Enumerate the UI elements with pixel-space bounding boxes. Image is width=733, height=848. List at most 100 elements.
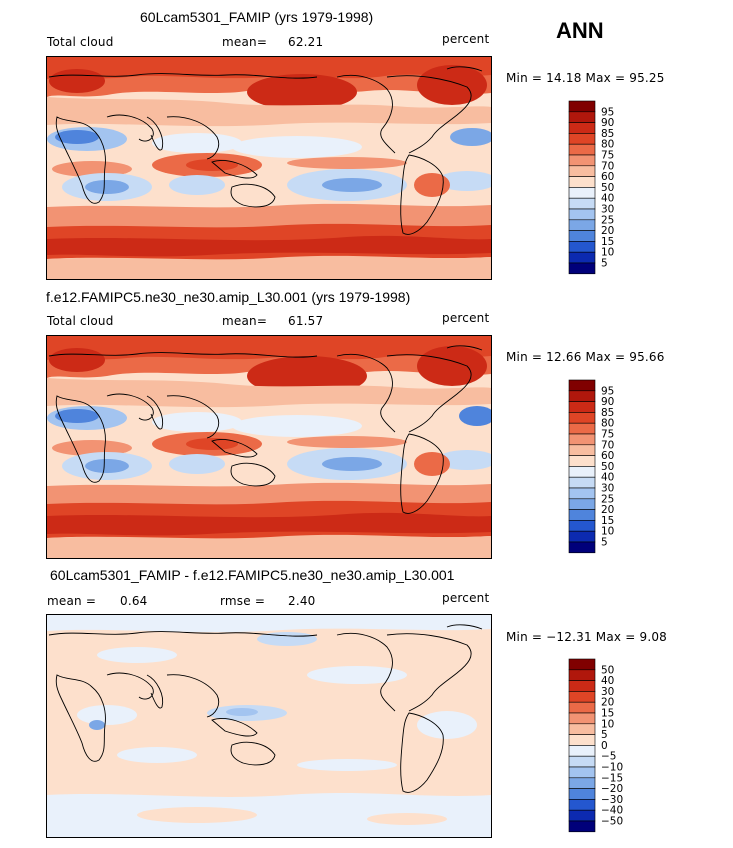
map-region — [450, 128, 491, 146]
colorbar-swatch — [568, 111, 596, 123]
colorbar-swatch — [568, 379, 596, 392]
coastline-north-america-east — [386, 75, 472, 154]
map-region — [322, 457, 382, 471]
map-region — [414, 452, 450, 476]
colorbar-swatch — [568, 444, 596, 456]
colorbar-swatch — [568, 122, 596, 134]
colorbar-swatch — [568, 401, 596, 413]
colorbar-tick-label: 75 — [601, 150, 614, 162]
colorbar-tick-label: −15 — [601, 772, 623, 784]
map-region — [417, 711, 477, 739]
coastline-south-america — [400, 154, 444, 235]
map-region — [47, 255, 491, 279]
colorbar-swatch — [568, 143, 596, 156]
colorbar-swatch — [568, 187, 596, 199]
coastline-eurasia-north — [48, 631, 318, 637]
map-region — [55, 130, 99, 144]
map-region — [297, 759, 397, 771]
panel-1-map — [46, 56, 492, 280]
map-region — [97, 647, 177, 663]
coastline-asia-east — [166, 674, 220, 718]
coastline-africa — [55, 395, 106, 483]
coastline-india — [146, 395, 164, 430]
colorbar-swatch — [568, 154, 596, 167]
panel-2-mean-label: mean= — [222, 314, 268, 328]
colorbar-swatch — [568, 390, 596, 402]
map-region — [232, 136, 362, 158]
coastline-north-america-west — [336, 632, 396, 712]
map-region — [287, 436, 407, 448]
map-region — [52, 161, 132, 177]
coastline-south-america — [400, 433, 444, 514]
colorbar-tick-label: 5 — [601, 537, 608, 549]
colorbar-tick-label: 80 — [601, 139, 614, 151]
colorbar-swatch — [568, 422, 596, 435]
map-region — [55, 409, 99, 423]
coastline-arabia — [106, 672, 154, 700]
colorbar-swatch — [568, 165, 596, 177]
map-region — [169, 175, 225, 195]
coastline-asia-east — [166, 116, 220, 160]
map-region — [47, 793, 491, 837]
map-region — [169, 454, 225, 474]
coastline-north-america-west — [336, 353, 396, 433]
map-region — [186, 438, 238, 450]
coastlines — [48, 624, 483, 793]
colorbar-swatch — [568, 777, 596, 789]
map-region — [47, 378, 491, 408]
colorbar-tick-label: 25 — [601, 493, 614, 505]
map-region — [85, 459, 129, 473]
colorbar-swatch — [568, 723, 596, 735]
map-region — [47, 534, 491, 558]
colorbar-tick-label: 15 — [601, 236, 614, 248]
colorbar-tick-label: 40 — [601, 193, 614, 205]
panel-3-mean-label: mean = — [47, 594, 97, 608]
panel-1-variable-label: Total cloud — [47, 35, 114, 49]
colorbar-tick-label: 60 — [601, 171, 614, 183]
map-region — [117, 747, 197, 763]
map-region — [367, 813, 447, 825]
panel-1-mean-label: mean= — [222, 35, 268, 49]
colorbar-tick-label: 10 — [601, 247, 614, 259]
colorbar-tick-label: 90 — [601, 117, 614, 129]
colorbar-swatch — [568, 680, 596, 692]
colorbar-swatch — [568, 455, 596, 467]
map-region — [232, 415, 362, 437]
map-region — [322, 178, 382, 192]
colorbar-swatch — [568, 669, 596, 681]
colorbar-tick-label: 30 — [601, 483, 614, 495]
colorbar-swatch — [568, 241, 596, 253]
colorbar-swatch — [568, 251, 596, 264]
coastline-maritime-continent — [211, 718, 258, 737]
map-region — [47, 336, 491, 360]
colorbar-swatch — [568, 509, 596, 521]
colorbar-swatch — [568, 466, 596, 478]
coastline-north-america-east — [386, 633, 472, 712]
colorbar-swatch — [568, 262, 596, 275]
map-region — [459, 406, 491, 426]
colorbar-tick-label: 25 — [601, 214, 614, 226]
panel-1-minmax: Min = 14.18 Max = 95.25 — [506, 71, 665, 85]
coastline-greenland — [446, 66, 483, 72]
panel-1-units: percent — [442, 32, 490, 46]
map-region — [417, 346, 487, 386]
map-region — [77, 705, 137, 725]
panel-3-units: percent — [442, 591, 490, 605]
colorbar-swatch — [568, 766, 596, 779]
colorbar-swatch — [568, 788, 596, 800]
panel-3-rmse-label: rmse = — [220, 594, 266, 608]
colorbar-swatch — [568, 658, 596, 671]
coastline-south-america — [400, 712, 444, 793]
colorbar-swatch — [568, 412, 596, 424]
map-region — [226, 708, 258, 716]
panel-3-title: 60Lcam5301_FAMIP - f.e12.FAMIPC5.ne30_ne… — [50, 567, 455, 583]
coastline-australia — [230, 462, 276, 487]
colorbar-tick-label: 15 — [601, 515, 614, 527]
coastline-greenland — [446, 624, 483, 630]
colorbar-swatch — [568, 755, 596, 768]
panel-2-map-svg — [47, 336, 491, 558]
colorbar-swatch — [568, 133, 596, 145]
colorbar-swatch — [568, 230, 596, 242]
colorbar-swatch — [568, 691, 596, 703]
panel-3-rmse-value: 2.40 — [288, 594, 316, 608]
